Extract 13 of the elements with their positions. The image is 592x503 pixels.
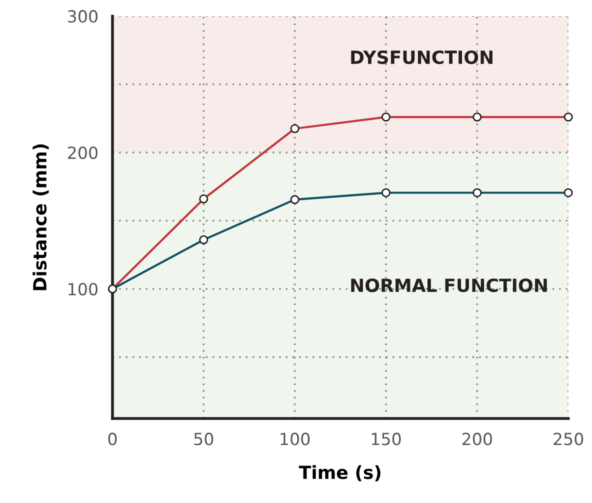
x-tick-label: 150 xyxy=(372,432,401,446)
x-tick-label: 250 xyxy=(554,432,584,446)
band-label: DYSFUNCTION xyxy=(351,50,492,64)
x-tick-label: 200 xyxy=(462,432,492,446)
x-axis-title: Time (s) xyxy=(298,465,380,482)
y-tick-label: 300 xyxy=(68,10,98,23)
y-tick-label: 200 xyxy=(68,146,98,160)
x-tick-label: 100 xyxy=(280,432,310,446)
band-label: NORMAL FUNCTION xyxy=(351,278,547,292)
y-tick-label: 100 xyxy=(68,282,98,296)
x-tick-label: 50 xyxy=(194,432,214,446)
y-axis-title: Distance (mm) xyxy=(32,144,49,290)
x-tick-label: 0 xyxy=(108,432,117,446)
